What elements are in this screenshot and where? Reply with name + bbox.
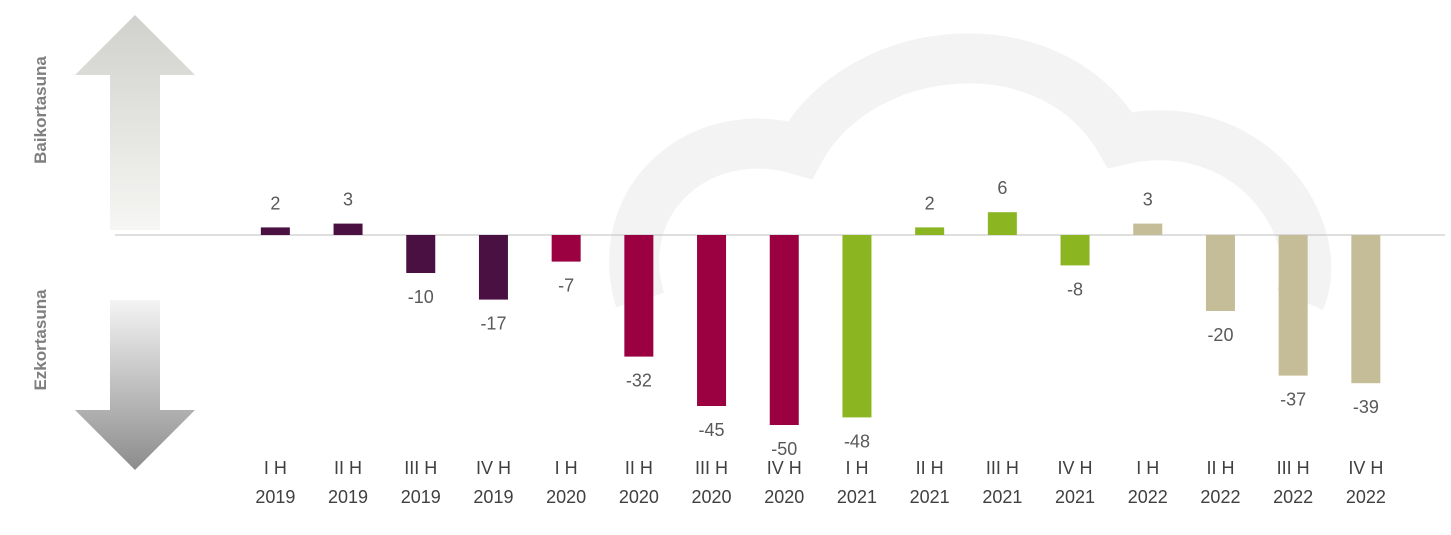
x-tick-label: I H [1136,458,1159,478]
data-label: 2 [270,193,280,213]
x-tick-label: 2022 [1200,487,1240,507]
x-tick-label: 2019 [473,487,513,507]
x-tick-label: IV H [476,458,511,478]
data-label: -32 [626,371,652,391]
up-arrow [75,15,195,230]
down-arrow [75,300,195,470]
x-tick-label: II H [916,458,944,478]
data-label: -8 [1067,279,1083,299]
data-label: -37 [1280,390,1306,410]
side-label: Baikortasuna [31,56,50,164]
chart: Baikortasuna Ezkortasuna 2 I H 2019 3 II H 20… [0,0,1451,530]
bar [697,235,726,406]
data-label: 3 [1143,190,1153,210]
data-label: -20 [1207,325,1233,345]
background-cloud [634,58,1306,300]
data-label: 6 [997,178,1007,198]
x-tick-label: IV H [1348,458,1383,478]
bar [624,235,653,357]
x-tick-label: 2019 [401,487,441,507]
x-tick-label: III H [695,458,728,478]
x-tick-label: I H [555,458,578,478]
x-tick-label: 2021 [837,487,877,507]
x-tick-label: 2021 [1055,487,1095,507]
bar [1061,235,1090,265]
data-label: -17 [480,314,506,334]
x-tick-label: 2021 [982,487,1022,507]
bar [334,224,363,235]
bar [842,235,871,417]
x-tick-label: 2020 [619,487,659,507]
x-tick-label: 2022 [1273,487,1313,507]
x-tick-label: 2020 [764,487,804,507]
data-label: 3 [343,190,353,210]
x-tick-label: IV H [1058,458,1093,478]
bar [915,227,944,235]
data-label: -50 [771,439,797,459]
bar [1351,235,1380,383]
x-tick-label: 2020 [692,487,732,507]
bar [1206,235,1235,311]
x-tick-label: 2019 [328,487,368,507]
x-tick-label: 2022 [1346,487,1386,507]
x-tick-label: IV H [767,458,802,478]
bar [1279,235,1308,376]
bar [552,235,581,262]
data-label: -7 [558,276,574,296]
bar [261,227,290,235]
x-tick-label: III H [1277,458,1310,478]
x-tick-label: 2021 [910,487,950,507]
bar [988,212,1017,235]
x-tick-label: I H [845,458,868,478]
x-tick-label: III H [986,458,1019,478]
bar [770,235,799,425]
data-label: -39 [1353,397,1379,417]
data-label: -48 [844,431,870,451]
x-tick-label: 2019 [255,487,295,507]
bar [406,235,435,273]
data-label: -45 [699,420,725,440]
bar [1133,224,1162,235]
data-label: 2 [925,193,935,213]
x-tick-label: I H [264,458,287,478]
data-label: -10 [408,287,434,307]
x-tick-label: II H [334,458,362,478]
x-tick-label: II H [625,458,653,478]
x-tick-label: 2020 [546,487,586,507]
bar [479,235,508,300]
x-tick-label: II H [1206,458,1234,478]
x-tick-label: 2022 [1128,487,1168,507]
x-tick-label: III H [404,458,437,478]
side-label: Ezkortasuna [31,289,50,391]
